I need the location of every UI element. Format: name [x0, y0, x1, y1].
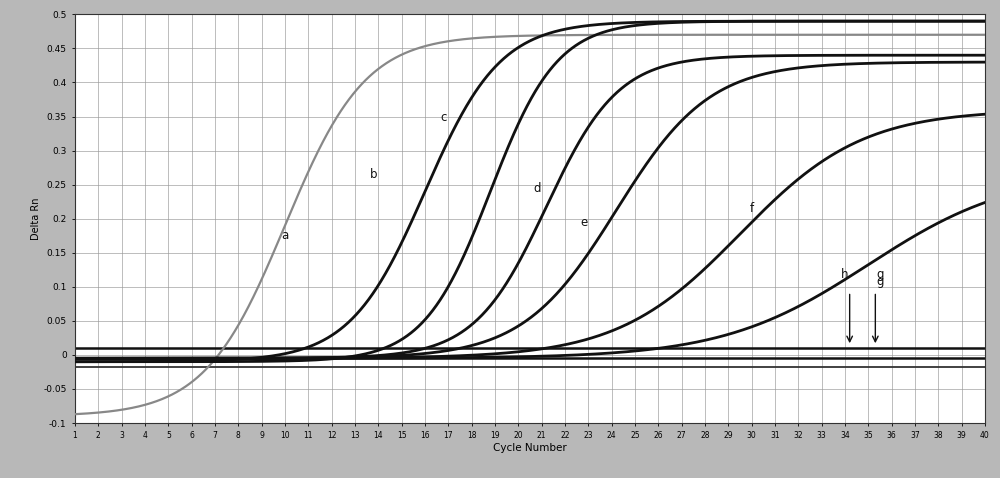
Text: b: b [370, 168, 377, 181]
Text: a: a [281, 229, 289, 242]
Text: g: g [876, 275, 884, 288]
Text: d: d [533, 182, 541, 195]
Text: f: f [750, 202, 754, 215]
Text: c: c [440, 111, 447, 124]
Text: h: h [841, 268, 849, 282]
Y-axis label: Delta Rn: Delta Rn [31, 197, 41, 240]
Text: e: e [580, 216, 587, 228]
X-axis label: Cycle Number: Cycle Number [493, 443, 567, 453]
Text: g: g [876, 268, 884, 282]
